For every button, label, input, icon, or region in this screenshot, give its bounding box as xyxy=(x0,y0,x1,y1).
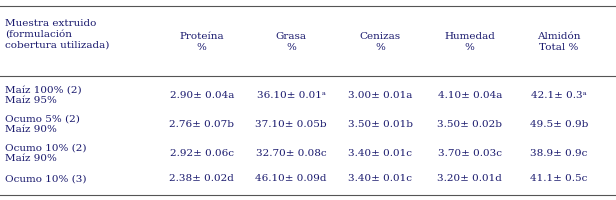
Text: 41.1± 0.5c: 41.1± 0.5c xyxy=(530,173,588,182)
Text: Humedad
%: Humedad % xyxy=(444,32,495,52)
Text: Maíz 100% (2)
Maíz 95%: Maíz 100% (2) Maíz 95% xyxy=(5,85,81,105)
Text: Cenizas
%: Cenizas % xyxy=(360,32,401,52)
Text: Almidón
Total %: Almidón Total % xyxy=(537,32,581,52)
Text: Ocumo 5% (2)
Maíz 90%: Ocumo 5% (2) Maíz 90% xyxy=(5,114,80,134)
Text: 32.70± 0.08c: 32.70± 0.08c xyxy=(256,148,326,157)
Text: 37.10± 0.05b: 37.10± 0.05b xyxy=(255,119,327,128)
Text: Ocumo 10% (2)
Maíz 90%: Ocumo 10% (2) Maíz 90% xyxy=(5,142,86,162)
Text: 36.10± 0.01ᵃ: 36.10± 0.01ᵃ xyxy=(256,90,326,99)
Text: 46.10± 0.09d: 46.10± 0.09d xyxy=(255,173,327,182)
Text: 3.50± 0.02b: 3.50± 0.02b xyxy=(437,119,502,128)
Text: 42.1± 0.3ᵃ: 42.1± 0.3ᵃ xyxy=(531,90,587,99)
Text: 4.10± 0.04a: 4.10± 0.04a xyxy=(437,90,502,99)
Text: 3.40± 0.01c: 3.40± 0.01c xyxy=(349,173,412,182)
Text: 2.92± 0.06c: 2.92± 0.06c xyxy=(170,148,233,157)
Text: Proteína
%: Proteína % xyxy=(179,32,224,52)
Text: Grasa
%: Grasa % xyxy=(275,32,307,52)
Text: 49.5± 0.9b: 49.5± 0.9b xyxy=(530,119,588,128)
Text: 2.90± 0.04a: 2.90± 0.04a xyxy=(169,90,234,99)
Text: 3.20± 0.01d: 3.20± 0.01d xyxy=(437,173,502,182)
Text: 3.40± 0.01c: 3.40± 0.01c xyxy=(349,148,412,157)
Text: Ocumo 10% (3): Ocumo 10% (3) xyxy=(5,173,86,182)
Text: 3.00± 0.01a: 3.00± 0.01a xyxy=(348,90,413,99)
Text: 3.50± 0.01b: 3.50± 0.01b xyxy=(348,119,413,128)
Text: Muestra extruido
(formulación
cobertura utilizada): Muestra extruido (formulación cobertura … xyxy=(5,18,109,50)
Text: 2.38± 0.02d: 2.38± 0.02d xyxy=(169,173,234,182)
Text: 3.70± 0.03c: 3.70± 0.03c xyxy=(438,148,501,157)
Text: 38.9± 0.9c: 38.9± 0.9c xyxy=(530,148,588,157)
Text: 2.76± 0.07b: 2.76± 0.07b xyxy=(169,119,234,128)
